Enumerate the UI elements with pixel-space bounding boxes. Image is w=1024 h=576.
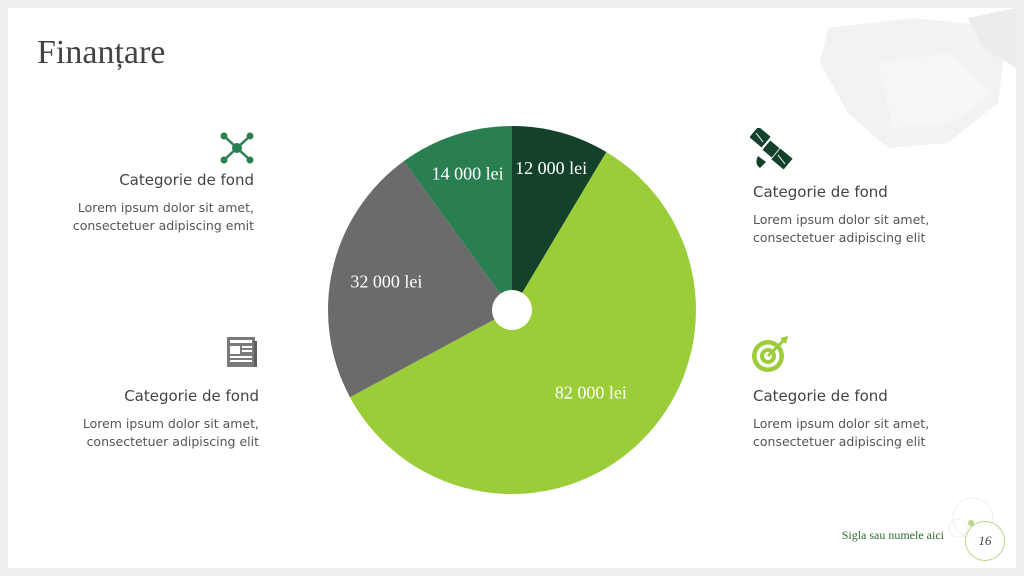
- category-block-top-left: Categorie de fond Lorem ipsum dolor sit …: [8, 171, 254, 235]
- category-description: Lorem ipsum dolor sit amet, consectetuer …: [72, 200, 254, 233]
- target-icon: [752, 336, 788, 372]
- newspaper-icon: [227, 337, 257, 367]
- pie-label-2: 82 000 lei: [555, 382, 627, 402]
- category-block-top-right: Categorie de fond Lorem ipsum dolor sit …: [753, 183, 1013, 247]
- pie-label-1: 12 000 lei: [515, 158, 587, 178]
- page-title: Finanțare: [37, 34, 166, 71]
- pie-chart: 12 000 lei 82 000 lei 32 000 lei 14 000 lei: [328, 126, 696, 494]
- pie-center-hole: [492, 290, 532, 330]
- category-block-bottom-right: Categorie de fond Lorem ipsum dolor sit …: [753, 387, 1013, 451]
- category-description: Lorem ipsum dolor sit amet, consectetuer …: [753, 416, 930, 449]
- category-description: Lorem ipsum dolor sit amet, consectetuer …: [82, 416, 259, 449]
- slide: Finanțare 12 000 lei 82 000 lei 32 000 lei…: [8, 8, 1016, 568]
- category-title: Categorie de fond: [124, 387, 259, 405]
- satellite-icon: [750, 128, 793, 170]
- category-title: Categorie de fond: [119, 171, 254, 189]
- page-number: 16: [965, 521, 1005, 561]
- category-block-bottom-left: Categorie de fond Lorem ipsum dolor sit …: [8, 387, 259, 451]
- pie-label-3: 32 000 lei: [350, 271, 422, 291]
- category-description: Lorem ipsum dolor sit amet, consectetuer …: [753, 212, 930, 245]
- pie-slice-4: [403, 126, 512, 310]
- network-icon: [220, 132, 254, 164]
- category-title: Categorie de fond: [753, 183, 888, 201]
- footer-logo-text: Sigla sau numele aici: [841, 528, 944, 542]
- pie-slice-1: [512, 126, 607, 310]
- pie-slice-3: [328, 161, 512, 398]
- category-title: Categorie de fond: [753, 387, 888, 405]
- pie-label-4: 14 000 lei: [432, 164, 504, 184]
- decorative-shapes: [820, 8, 1016, 539]
